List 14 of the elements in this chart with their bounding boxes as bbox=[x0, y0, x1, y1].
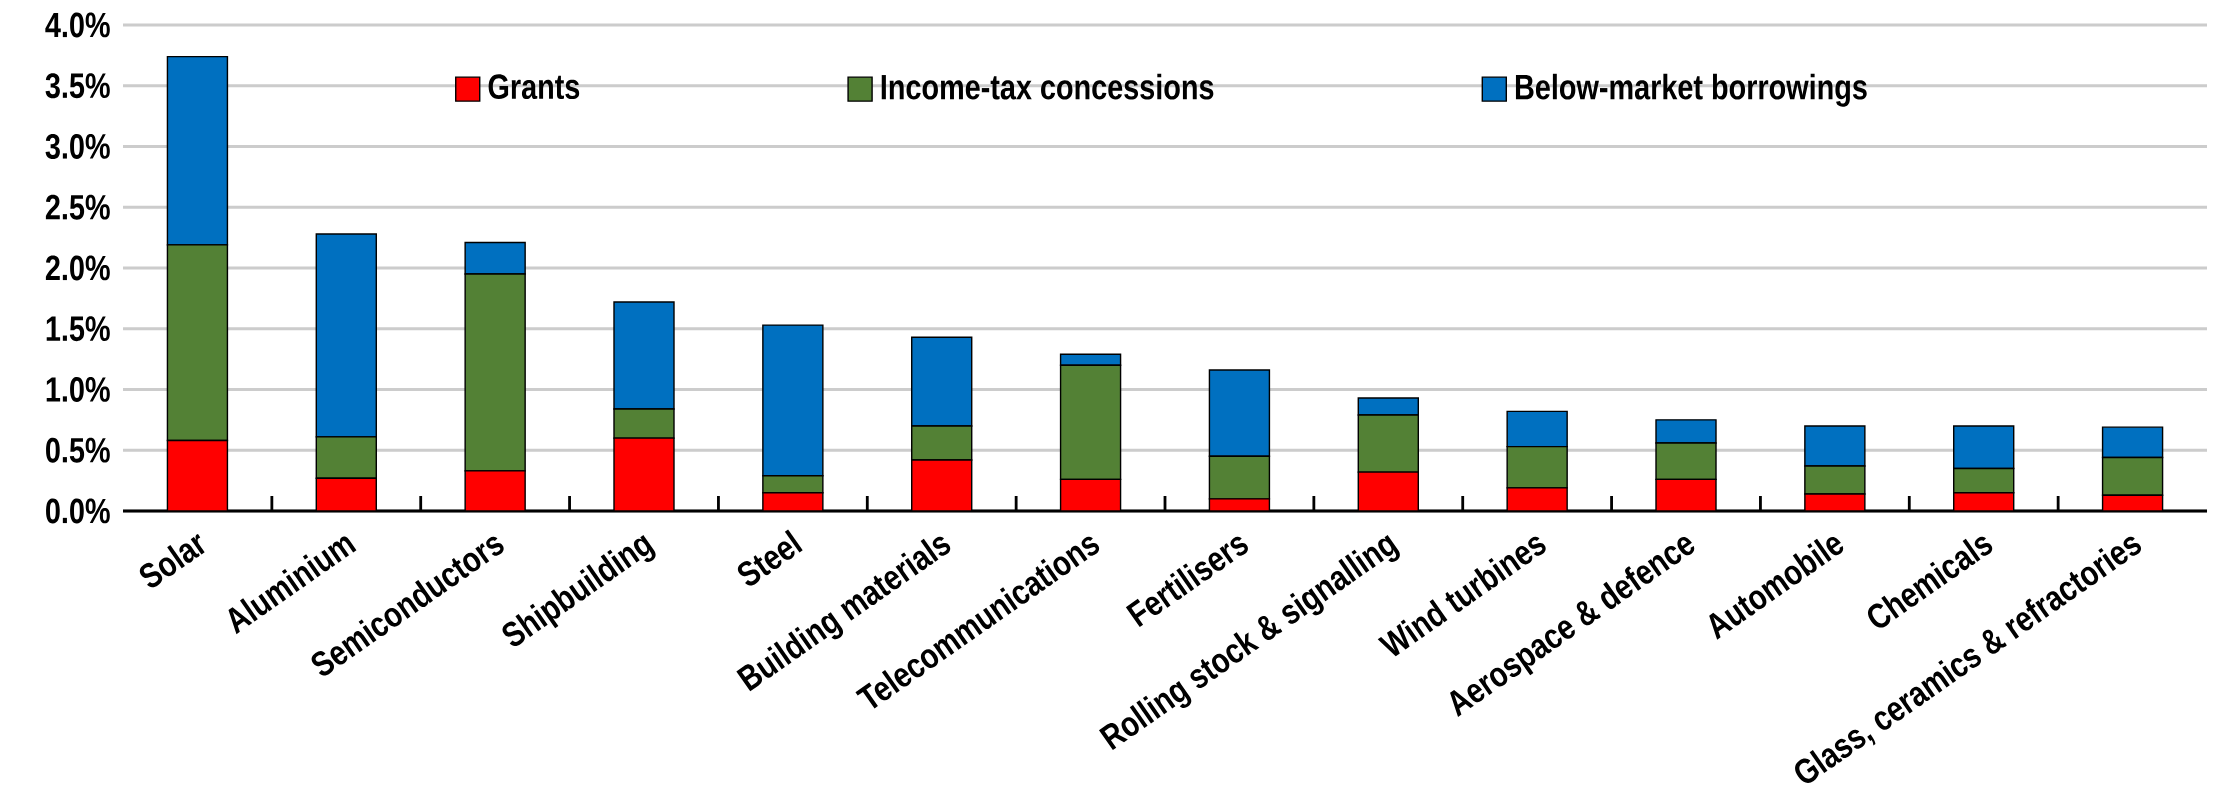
legend-label: Income-tax concessions bbox=[881, 73, 1214, 100]
legend-label: Below-market borrowings bbox=[1515, 73, 1867, 107]
y-tick-label: 3.5% bbox=[45, 73, 110, 99]
y-tick-label: 4.0% bbox=[45, 12, 110, 38]
x-tick-label: Steel bbox=[737, 529, 803, 586]
y-tick-label: 3.0% bbox=[45, 134, 110, 159]
legend-label: Grants bbox=[488, 74, 580, 100]
y-tick-label: 1.5% bbox=[46, 316, 110, 342]
y-tick-label: 0.0% bbox=[46, 498, 110, 524]
y-tick-label: 1.0% bbox=[46, 377, 110, 402]
y-tick-label: 2.0% bbox=[45, 255, 110, 281]
y-tick-label: 2.5% bbox=[45, 194, 110, 220]
x-tick-label: Solar bbox=[139, 534, 205, 588]
y-tick-label: 0.5% bbox=[46, 437, 110, 463]
